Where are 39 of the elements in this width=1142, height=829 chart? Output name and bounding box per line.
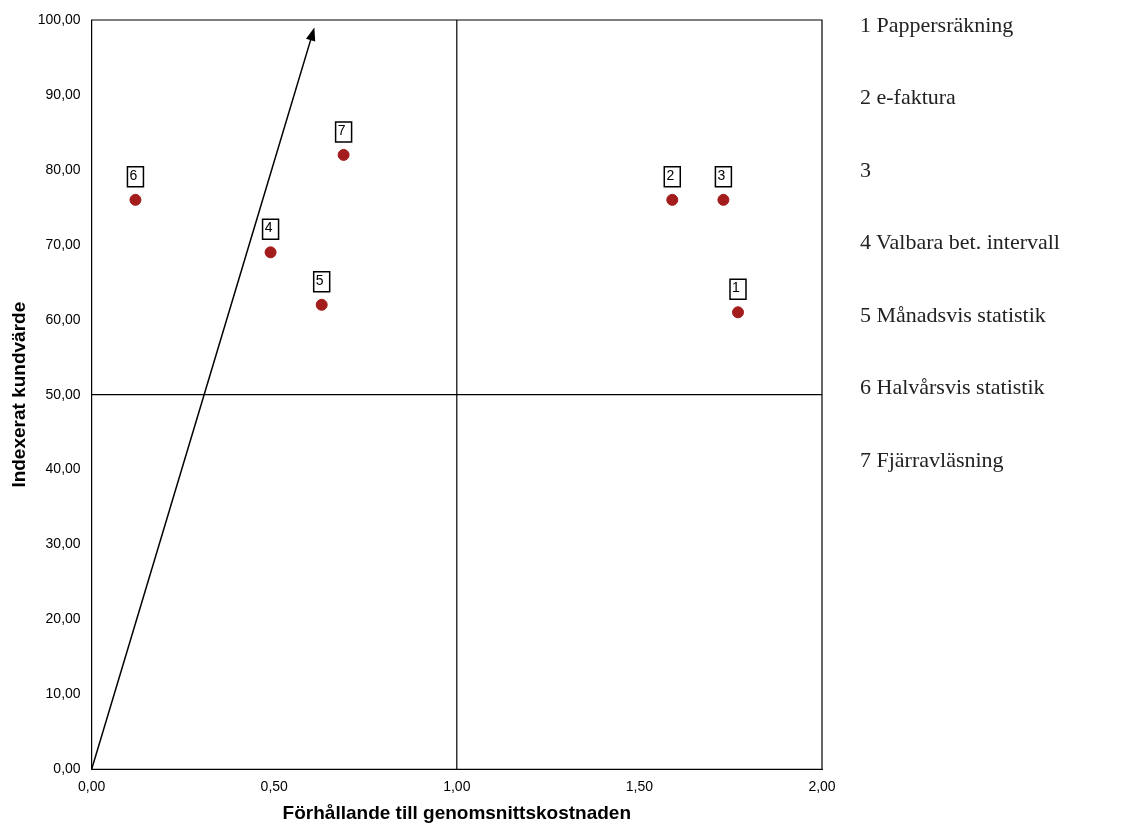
annotation: 4 (264, 219, 273, 236)
x-tick-label: 0,50 (260, 777, 289, 794)
text: 6 Halvårsvis statistik (860, 374, 1045, 400)
y-tick-label: 50,00 (45, 385, 81, 402)
y-tick-label: 70,00 (45, 235, 81, 252)
annotation: 5 (315, 271, 324, 288)
text: 5 Månadsvis statistik (860, 301, 1046, 327)
y-tick-label: 40,00 (45, 460, 81, 477)
point (666, 193, 679, 206)
text: 1 Pappersräkning (860, 11, 1014, 37)
y-tick-label: 90,00 (45, 85, 81, 102)
point (717, 193, 730, 206)
point (315, 298, 328, 311)
y-tick-label: 20,00 (45, 610, 81, 627)
annotation: 1 (732, 279, 741, 296)
y-tick-label: 100,00 (37, 10, 81, 27)
annotation: 2 (666, 166, 675, 183)
text: 4 Valbara bet. intervall (860, 229, 1060, 255)
annotation: 6 (129, 166, 138, 183)
y-tick-label: 0,00 (53, 760, 81, 777)
text: 3 (860, 156, 871, 182)
x-tick-label: 1,50 (625, 777, 654, 794)
x-tick-label: 2,00 (808, 777, 836, 794)
y-tick-label: 80,00 (45, 160, 81, 177)
x-axis-title: Förhållande till genomsnittskostnaden (282, 801, 631, 823)
point (264, 246, 277, 259)
annotation: 7 (337, 121, 346, 138)
annotation: 3 (717, 166, 726, 183)
point (732, 306, 745, 319)
point (129, 193, 142, 206)
y-tick-label: 60,00 (45, 310, 81, 327)
y-tick-label: 10,00 (45, 685, 81, 702)
y-axis-title: Indexerat kundvärde (7, 301, 29, 488)
point (337, 148, 350, 161)
text: 2 e-faktura (860, 84, 957, 110)
x-tick-label: 1,00 (443, 777, 471, 794)
text: 7 Fjärravläsning (860, 446, 1004, 472)
x-tick-label: 0,00 (78, 777, 106, 794)
y-tick-label: 30,00 (45, 535, 81, 552)
